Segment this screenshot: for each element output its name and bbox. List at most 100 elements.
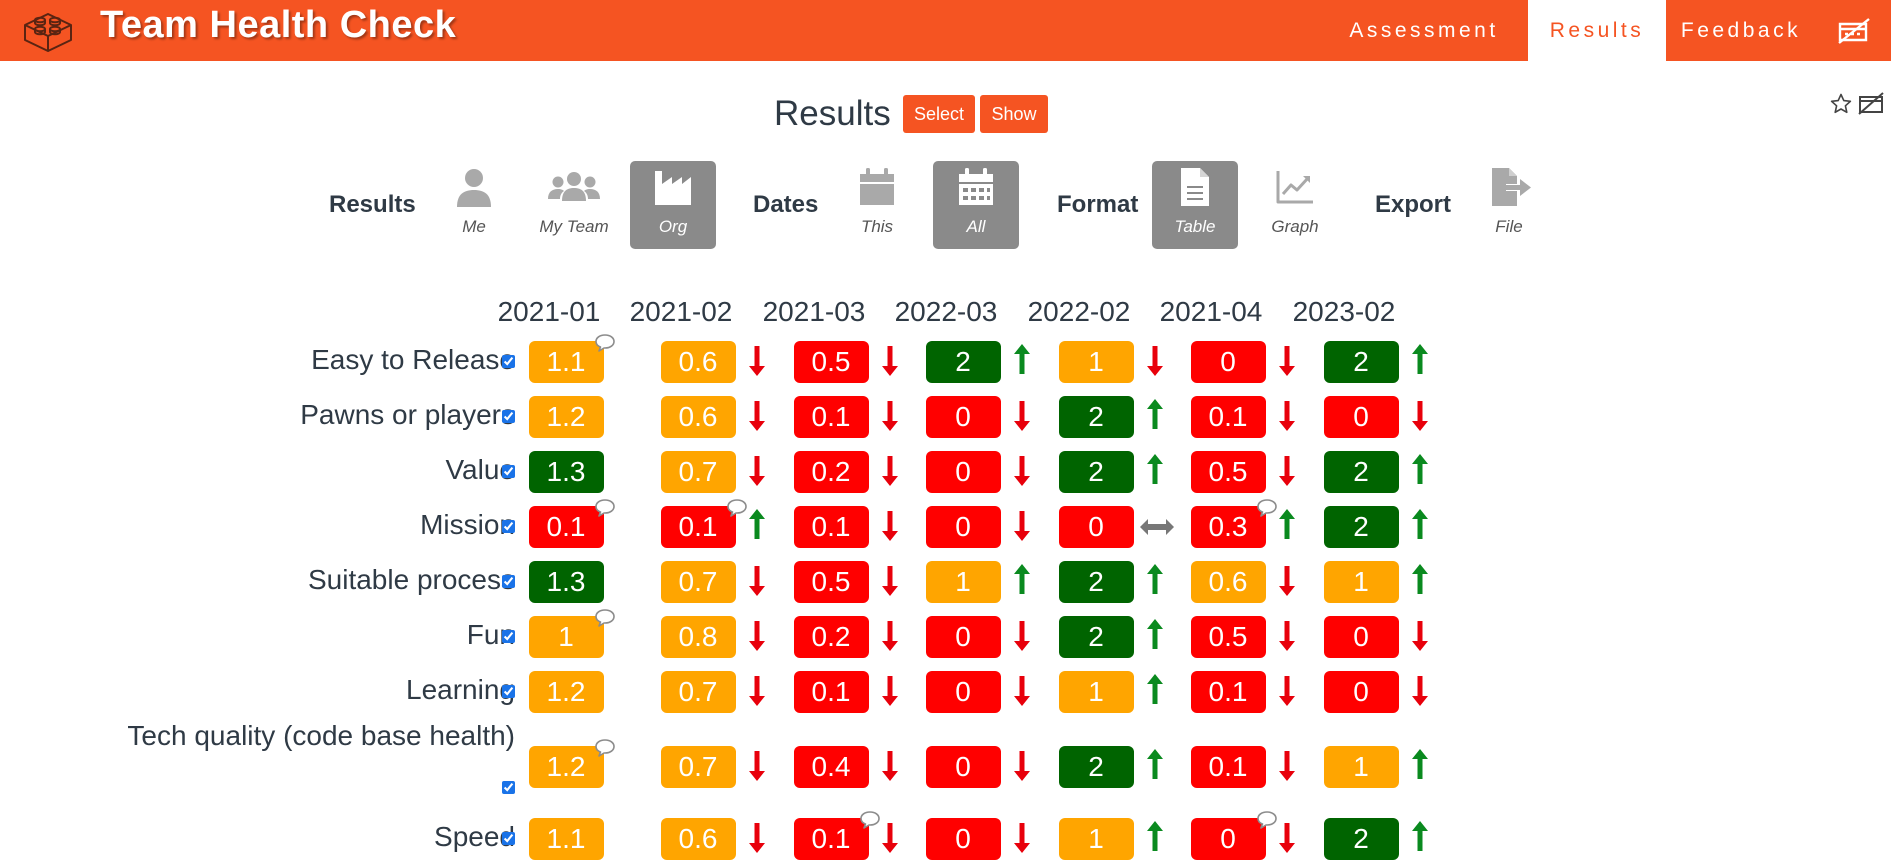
arrow-down-icon <box>881 621 898 651</box>
row-label: Mission <box>420 509 515 540</box>
score-cell: 2 <box>1058 616 1134 658</box>
comment-icon[interactable] <box>726 498 748 518</box>
score-cell: 0 <box>1058 506 1134 548</box>
nav-assessment[interactable]: Assessment <box>1349 18 1499 42</box>
score-cell: 1.1 <box>528 818 604 860</box>
show-button[interactable]: Show <box>980 95 1048 133</box>
comment-icon[interactable] <box>594 608 616 628</box>
arrow-down-icon <box>748 346 765 376</box>
arrow-down-icon <box>881 511 898 541</box>
arrow-down-icon <box>1013 456 1030 486</box>
score-cell: 0 <box>925 396 1001 438</box>
industry-icon <box>655 171 691 205</box>
nav-feedback[interactable]: Feedback <box>1680 18 1802 42</box>
score-cell: 1 <box>528 616 604 658</box>
arrow-down-icon <box>1278 401 1295 431</box>
score-cell: 0.1 <box>528 506 604 548</box>
row-label: Learning <box>406 674 515 705</box>
comment-icon[interactable] <box>859 810 881 830</box>
score-cell: 2 <box>1323 818 1399 860</box>
score-cell: 2 <box>1058 396 1134 438</box>
row-label: Suitable process <box>307 564 515 595</box>
comment-icon[interactable] <box>594 738 616 758</box>
user-icon <box>457 169 491 207</box>
arrow-up-icon <box>1146 749 1163 779</box>
row-checkbox[interactable] <box>502 832 515 845</box>
score-cell: 0 <box>1190 341 1266 383</box>
row-checkbox[interactable] <box>502 781 515 794</box>
score-cell: 0.5 <box>793 561 869 603</box>
arrow-down-icon <box>881 401 898 431</box>
score-cell: 0 <box>1190 818 1266 860</box>
row-label: Tech quality (code base health) <box>127 720 515 751</box>
arrow-down-icon <box>881 823 898 853</box>
row-checkbox[interactable] <box>502 575 515 588</box>
row-checkbox[interactable] <box>502 410 515 423</box>
score-cell: 2 <box>1323 451 1399 493</box>
arrow-up-icon <box>1411 509 1428 539</box>
score-cell: 0.7 <box>660 671 736 713</box>
comment-icon[interactable] <box>1256 810 1278 830</box>
arrow-up-icon <box>1278 509 1295 539</box>
star-icon[interactable] <box>1829 92 1853 116</box>
option-this[interactable]: This <box>834 161 920 249</box>
option-label: All <box>966 217 986 236</box>
column-header: 2023-02 <box>1292 296 1396 327</box>
arrow-horizontal-icon <box>1139 519 1174 535</box>
score-cell: 0.1 <box>1190 671 1266 713</box>
arrow-down-icon <box>1411 401 1428 431</box>
select-button[interactable]: Select <box>903 95 975 133</box>
nav-results[interactable]: Results <box>1528 0 1666 61</box>
arrow-down-icon <box>1278 676 1295 706</box>
arrow-down-icon <box>1013 823 1030 853</box>
option-org[interactable]: Org <box>630 161 716 249</box>
arrow-up-icon <box>1146 674 1163 704</box>
row-checkbox[interactable] <box>502 630 515 643</box>
option-all[interactable]: All <box>933 161 1019 249</box>
row-checkbox[interactable] <box>502 355 515 368</box>
arrow-down-icon <box>1278 751 1295 781</box>
arrow-down-icon <box>1411 621 1428 651</box>
column-header: 2021-02 <box>629 296 733 327</box>
option-table[interactable]: Table <box>1152 161 1238 249</box>
score-cell: 0.1 <box>793 671 869 713</box>
comment-icon[interactable] <box>1256 498 1278 518</box>
score-cell: 0.6 <box>660 396 736 438</box>
score-cell: 0.1 <box>1190 396 1266 438</box>
score-cell: 1.2 <box>528 746 604 788</box>
arrow-down-icon <box>1278 823 1295 853</box>
hide-header-icon[interactable] <box>1836 16 1872 46</box>
arrow-up-icon <box>1146 399 1163 429</box>
score-cell: 0.8 <box>660 616 736 658</box>
arrow-up-icon <box>1411 564 1428 594</box>
arrow-down-icon <box>881 676 898 706</box>
option-graph[interactable]: Graph <box>1252 161 1338 249</box>
score-cell: 2 <box>925 341 1001 383</box>
option-my-team[interactable]: My Team <box>531 161 617 249</box>
arrow-up-icon <box>1013 344 1030 374</box>
arrow-down-icon <box>1411 676 1428 706</box>
row-checkbox[interactable] <box>502 685 515 698</box>
arrow-down-icon <box>881 566 898 596</box>
row-checkbox[interactable] <box>502 520 515 533</box>
score-cell: 0.2 <box>793 616 869 658</box>
row-checkbox[interactable] <box>502 465 515 478</box>
score-cell: 0.1 <box>1190 746 1266 788</box>
comment-icon[interactable] <box>594 498 616 518</box>
option-me[interactable]: Me <box>431 161 517 249</box>
arrow-up-icon <box>1146 454 1163 484</box>
arrow-down-icon <box>881 751 898 781</box>
file-export-icon <box>1492 168 1531 206</box>
row-label: Pawns or players <box>300 399 515 430</box>
option-label: My Team <box>539 217 609 236</box>
hide-panel-icon[interactable] <box>1857 90 1885 116</box>
option-file[interactable]: File <box>1466 161 1552 249</box>
format-group-label: Format <box>1057 191 1139 218</box>
comment-icon[interactable] <box>594 333 616 353</box>
arrow-up-icon <box>748 509 765 539</box>
score-cell: 1 <box>1323 561 1399 603</box>
score-cell: 0.1 <box>793 818 869 860</box>
score-cell: 1.2 <box>528 671 604 713</box>
arrow-up-icon <box>1411 454 1428 484</box>
score-cell: 2 <box>1058 561 1134 603</box>
